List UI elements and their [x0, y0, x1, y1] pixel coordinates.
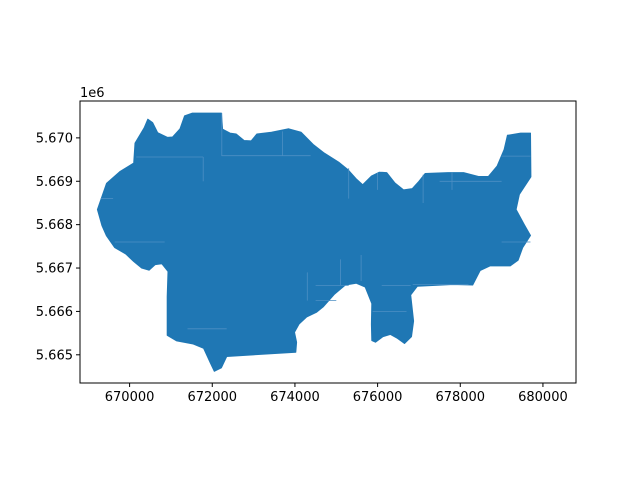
region-polygon — [96, 112, 532, 372]
x-axis: 670000 672000 674000 676000 678000 680000 — [105, 383, 568, 405]
y-offset-label: 1e6 — [80, 86, 105, 101]
y-tick-label: 5.669 — [36, 175, 73, 190]
x-tick-label: 676000 — [353, 390, 403, 405]
x-tick-label: 678000 — [435, 390, 485, 405]
y-tick-label: 5.668 — [36, 218, 73, 233]
x-tick-label: 672000 — [187, 390, 237, 405]
x-tick-label: 674000 — [270, 390, 320, 405]
y-tick-label: 5.665 — [36, 348, 73, 363]
axes-frame — [79, 100, 577, 384]
plot-area — [96, 112, 532, 372]
y-tick-label: 5.666 — [36, 305, 73, 320]
x-tick-label: 680000 — [518, 390, 568, 405]
x-tick-label: 670000 — [105, 390, 155, 405]
y-axis: 5.665 5.666 5.667 5.668 5.669 5.670 — [36, 131, 80, 363]
y-tick-label: 5.670 — [36, 131, 73, 146]
y-tick-label: 5.667 — [36, 262, 73, 277]
